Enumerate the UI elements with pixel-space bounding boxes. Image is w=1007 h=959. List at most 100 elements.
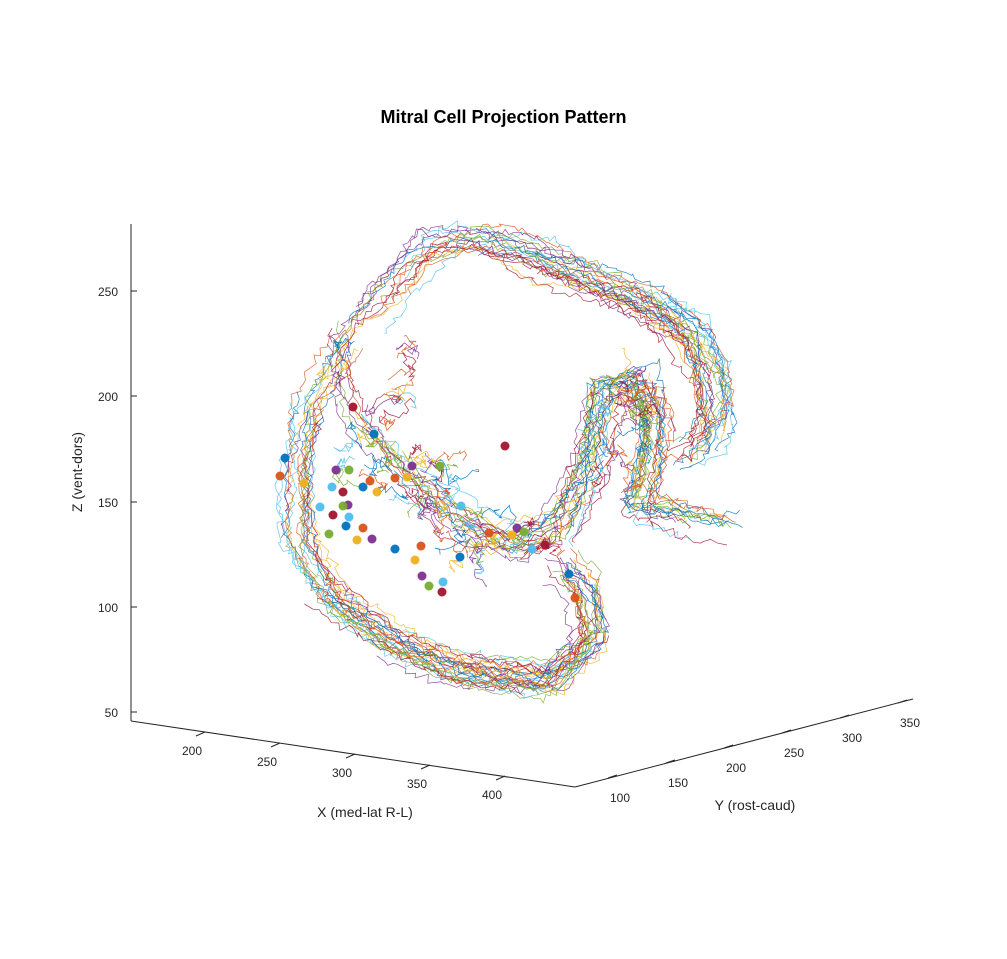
x-tick [195,731,206,737]
x-tick [420,764,431,770]
neuron-trace [421,235,726,461]
neuron-trace [571,394,620,543]
neuron-trace [402,374,724,537]
neuron-trace [335,245,692,376]
x-tick [345,753,356,759]
soma-marker [438,577,448,587]
soma-marker [331,465,341,475]
soma-marker [407,461,417,471]
neuron-trace [377,485,409,501]
z-axis-label: Z (vent-dors) [69,432,85,512]
neuron-trace [544,382,727,525]
neuron-trace [536,268,685,347]
neuron-trace [370,557,585,680]
soma-marker [358,523,368,533]
neuron-trace [342,383,595,528]
neuron-trace [655,296,714,379]
neuron-trace [532,358,740,523]
neuron-trace [460,643,574,684]
neuron-trace [332,467,360,488]
y-tick [607,774,618,779]
neuron-trace [396,342,420,360]
neuron-trace [490,532,508,543]
y-tick-label: 250 [784,746,804,760]
z-tick-label: 200 [98,390,118,404]
y-axis-label: Y (rost-caud) [715,797,796,813]
soma-marker [570,593,580,603]
neuron-trace [406,488,424,503]
neuron-trace [645,394,661,416]
neuron-trace [614,451,635,472]
soma-marker [280,453,290,463]
neuron-trace [470,549,606,664]
neuron-trace [455,233,604,286]
neuron-trace [668,305,733,445]
neuron-trace [432,487,451,515]
neuron-trace [333,575,599,681]
neuron-trace [637,441,652,465]
neuron-trace [614,380,630,406]
neuron-trace [357,432,385,451]
soma-marker [315,502,325,512]
x-tick [495,775,506,781]
neuron-trace [371,393,402,410]
x-tick-label: 200 [182,744,202,758]
soma-marker [416,541,426,551]
neuron-trace [413,633,546,679]
neuron-trace [425,494,445,536]
neuron-trace [284,360,590,689]
soma-marker [390,473,400,483]
chart-title: Mitral Cell Projection Pattern [380,107,627,127]
neuron-trace [434,538,471,555]
neuron-trace [430,475,452,495]
neuron-trace [355,225,591,307]
y-tick [781,729,792,734]
soma-marker [390,544,400,554]
x-tick [270,742,281,748]
neuron-trace [480,504,517,526]
y-tick-label: 100 [610,791,630,805]
neuron-trace [284,334,368,633]
neuron-trace [333,437,356,453]
y-axis-line [574,698,914,788]
neuron-trace [326,343,651,552]
neuron-trace [598,400,611,418]
neuron-trace [407,240,727,431]
neuron-trace [413,450,430,468]
neuron-trace [502,368,724,545]
neuron-trace [609,379,736,523]
neuron-trace [535,253,704,452]
y-tick-label: 200 [726,761,746,775]
neuron-trace [364,398,402,417]
neuron-trace [361,413,536,526]
neuron-trace [407,493,431,518]
neuron-trace [467,540,485,564]
neuron-trace [303,405,337,599]
neuron-trace [333,337,355,359]
neuron-trace [402,352,417,378]
soma-marker [344,512,354,522]
y-tick-label: 150 [668,776,688,790]
neuron-trace [328,561,582,690]
neuron-trace [356,228,640,326]
neuron-trace [302,348,599,689]
neuron-trace [385,382,408,402]
neuron-trace [437,495,455,518]
neuron-trace [350,244,663,344]
soma-marker [435,461,445,471]
neuron-trace [408,443,422,459]
y-tick-label: 350 [900,716,920,730]
y-tick-label: 300 [842,731,862,745]
neuron-trace [396,335,417,358]
neuron-trace [333,548,601,669]
neuron-trace [585,266,706,445]
soma-marker [341,521,351,531]
neuron-trace [387,368,415,390]
neuron-trace [599,375,646,403]
neuron-trace [534,520,565,557]
neuron-trace [304,603,524,696]
soma-marker [299,478,309,488]
soma-marker [344,465,354,475]
neuron-trace [418,500,438,516]
